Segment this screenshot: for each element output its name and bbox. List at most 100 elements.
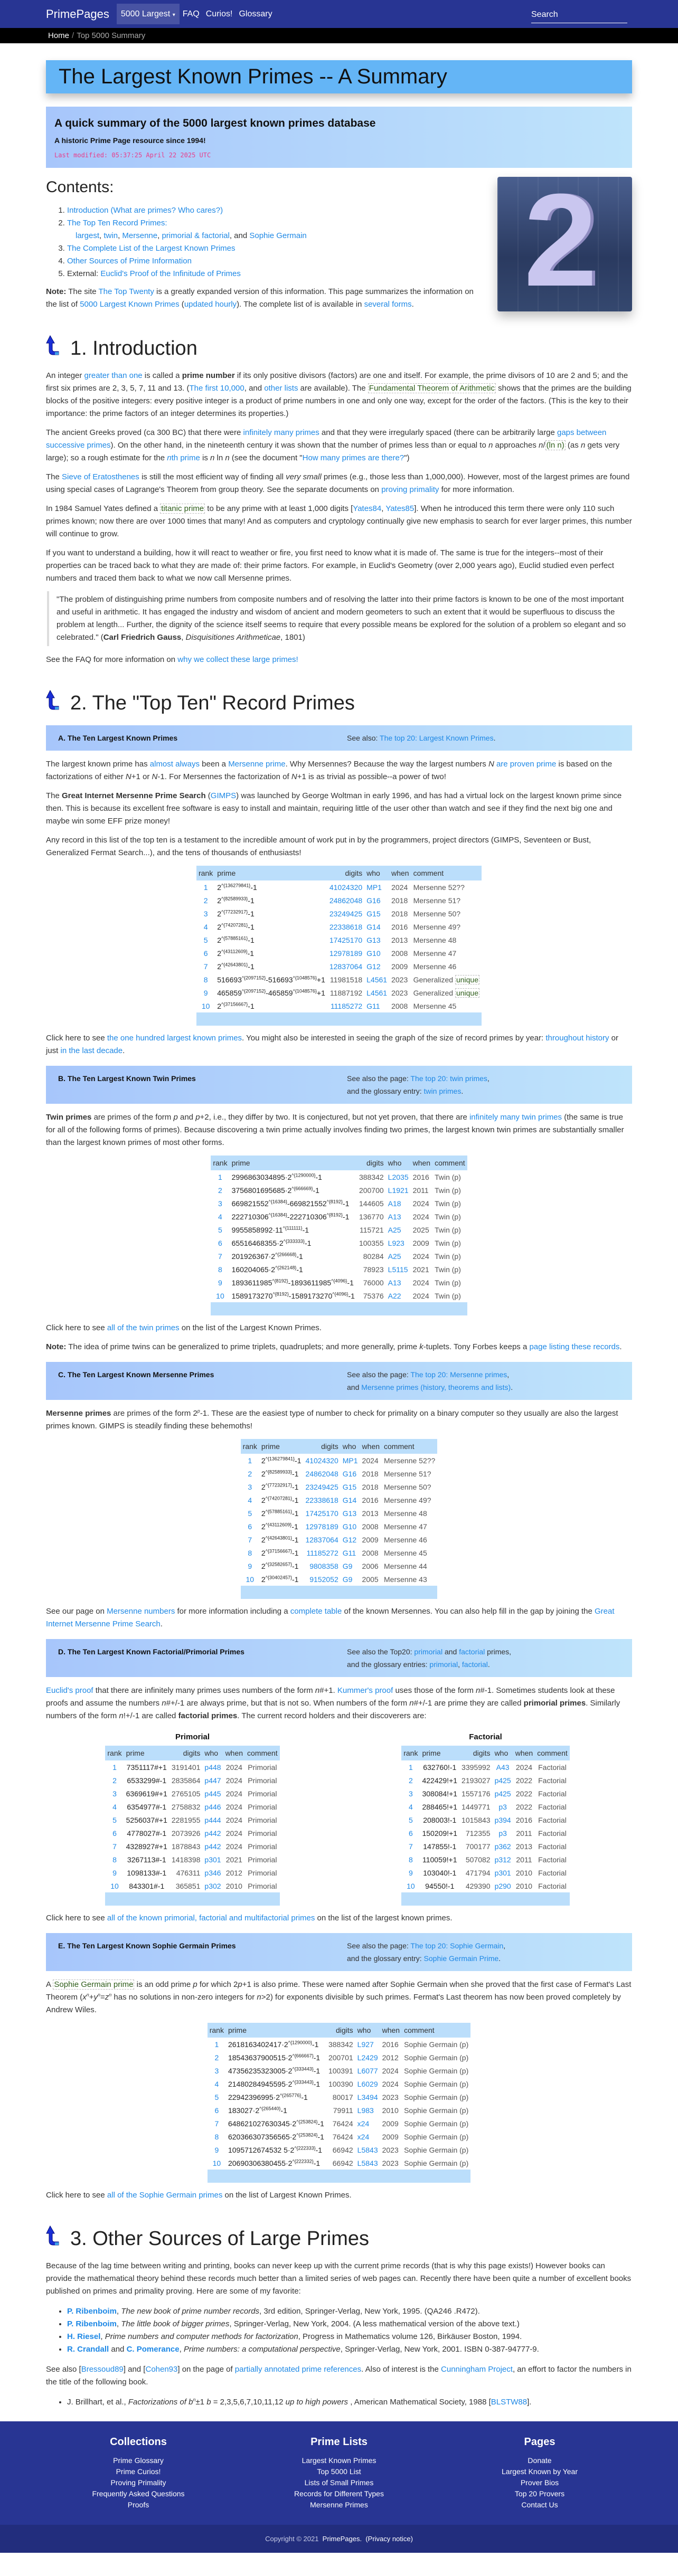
rank-cell[interactable]: 7 [248,1535,252,1544]
who-cell[interactable]: G16 [366,896,381,905]
digits-cell[interactable]: 12978189 [329,949,363,958]
who-cell[interactable]: L5115 [388,1265,408,1274]
link[interactable]: factorial [459,1647,485,1656]
who-cell[interactable]: p425 [494,1789,511,1798]
rank-cell[interactable]: 7 [214,2119,219,2128]
rank-cell[interactable]: 4 [248,1495,252,1504]
who-cell[interactable]: p362 [494,1842,511,1851]
rank-cell[interactable]: 8 [408,1855,413,1864]
who-cell[interactable]: p312 [494,1855,511,1864]
who-cell[interactable]: p302 [204,1881,221,1890]
link[interactable]: Kummer's proof [337,1686,393,1695]
who-cell[interactable]: L983 [357,2106,374,2115]
rank-cell[interactable]: 6 [214,2106,219,2115]
rank-cell[interactable]: 4 [214,2079,219,2088]
link[interactable]: Introduction (What are primes? Who cares… [67,206,223,215]
link[interactable]: Great Internet Mersenne Prime Search [46,1607,615,1628]
link[interactable]: Bressoud89 [81,2365,124,2374]
who-cell[interactable]: A25 [388,1252,401,1261]
who-cell[interactable]: A18 [388,1199,401,1208]
rank-cell[interactable]: 5 [214,2092,219,2101]
digits-cell[interactable]: 12837064 [329,962,363,971]
rank-cell[interactable]: 5 [112,1815,117,1824]
rank-cell[interactable]: 8 [214,2132,219,2141]
link[interactable]: partially annotated prime references [234,2365,362,2374]
rank-cell[interactable]: 9 [203,988,208,997]
link[interactable]: largest [76,231,100,240]
rank-cell[interactable]: 2 [203,896,208,905]
footer-link[interactable]: Frequently Asked Questions [92,2489,185,2498]
link[interactable]: The top 20: Sophie Germain [410,1942,504,1950]
up-arrow-icon[interactable] [46,689,70,717]
link[interactable]: Sophie Germain Prime [423,1954,499,1963]
who-cell[interactable]: A13 [388,1278,401,1287]
who-cell[interactable]: G15 [366,909,381,918]
who-cell[interactable]: G12 [366,962,381,971]
nav-faq[interactable]: FAQ [182,10,200,18]
link[interactable]: 5000 Largest Known Primes [80,300,180,309]
footer-link[interactable]: Top 20 Provers [514,2489,565,2498]
who-cell[interactable]: p446 [204,1802,221,1811]
who-cell[interactable]: A13 [388,1212,401,1221]
who-cell[interactable]: L5843 [357,2145,378,2154]
link[interactable]: n [167,453,172,462]
link[interactable]: factorial [462,1660,488,1669]
rank-cell[interactable]: 7 [112,1842,117,1851]
digits-cell[interactable]: 9152052 [309,1575,338,1584]
link[interactable]: R. Crandall [67,2345,109,2354]
rank-cell[interactable]: 6 [203,949,208,958]
digits-cell[interactable]: 41024320 [329,883,363,892]
link[interactable]: in the last decade [60,1046,123,1055]
digits-cell[interactable]: 22338618 [305,1495,338,1504]
rank-cell[interactable]: 1 [408,1763,413,1772]
link[interactable]: Mersenne prime [228,760,286,769]
who-cell[interactable]: MP1 [342,1456,358,1465]
who-cell[interactable]: L4561 [366,988,388,997]
glossary-link[interactable]: (ln n) [545,440,566,450]
who-cell[interactable]: G10 [366,949,381,958]
rank-cell[interactable]: 10 [212,2158,221,2167]
nav-glossary[interactable]: Glossary [239,10,272,18]
link[interactable]: Yates84 [353,504,382,513]
rank-cell[interactable]: 8 [112,1855,117,1864]
who-cell[interactable]: L5843 [357,2158,378,2167]
rank-cell[interactable]: 6 [218,1238,222,1247]
link[interactable]: Sieve of Eratosthenes [62,472,139,481]
link[interactable]: gaps between successive primes [46,428,607,450]
footer-link[interactable]: Top 5000 List [317,2467,361,2476]
rank-cell[interactable]: 1 [214,2040,219,2049]
link[interactable]: The top 20: Mersenne primes [410,1370,507,1379]
footer-link[interactable]: Records for Different Types [294,2489,384,2498]
who-cell[interactable]: G9 [342,1575,353,1584]
brand-link[interactable]: PrimePages [46,7,109,21]
who-cell[interactable]: x24 [357,2119,370,2128]
who-cell[interactable]: A25 [388,1225,401,1234]
up-arrow-icon[interactable] [46,335,70,362]
rank-cell[interactable]: 4 [203,922,208,931]
privacy-notice-link[interactable]: (Privacy notice) [365,2535,413,2543]
link[interactable]: The Top Ten Record Primes: [67,219,167,228]
glossary-link[interactable]: Fundamental Theorem of Arithmetic [368,383,496,393]
link[interactable]: all of the Sophie Germain primes [107,2191,223,2200]
link[interactable]: P. Ribenboim [67,2307,117,2316]
who-cell[interactable]: p3 [498,1802,507,1811]
rank-cell[interactable]: 5 [203,935,208,944]
rank-cell[interactable]: 3 [112,1789,117,1798]
digits-cell[interactable]: 24862048 [329,896,363,905]
link[interactable]: the one hundred largest known primes [107,1034,242,1043]
rank-cell[interactable]: 1 [112,1763,117,1772]
link[interactable]: throughout history [545,1034,609,1043]
who-cell[interactable]: p447 [204,1776,221,1785]
rank-cell[interactable]: 5 [248,1509,252,1518]
link[interactable]: all of the known primorial, factorial an… [107,1914,315,1922]
footer-link[interactable]: Largest Known Primes [302,2456,376,2465]
glossary-link[interactable]: unique [455,988,479,998]
digits-cell[interactable]: 9808358 [309,1561,338,1570]
rank-cell[interactable]: 10 [407,1881,415,1890]
who-cell[interactable]: G9 [342,1561,353,1570]
who-cell[interactable]: G11 [342,1548,356,1557]
digits-cell[interactable]: 12978189 [305,1522,338,1531]
link[interactable]: several forms [364,300,412,309]
who-cell[interactable]: G15 [342,1482,357,1491]
link[interactable]: GIMPS [210,791,237,800]
